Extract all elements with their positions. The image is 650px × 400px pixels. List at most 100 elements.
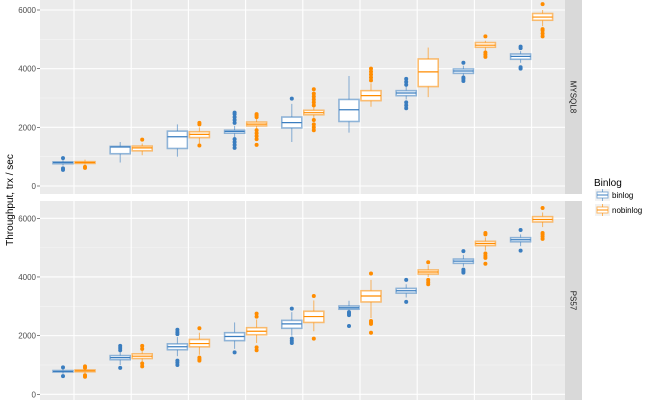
outlier-point bbox=[369, 69, 373, 74]
facet-strip bbox=[565, 0, 582, 194]
outlier-point bbox=[254, 137, 259, 142]
iqr-box bbox=[338, 98, 360, 123]
box-binlog bbox=[395, 277, 418, 304]
box-binlog bbox=[452, 249, 475, 275]
outlier-point bbox=[311, 103, 316, 108]
outlier-point bbox=[232, 115, 237, 120]
outlier-point bbox=[404, 76, 409, 81]
outlier-point bbox=[404, 103, 409, 108]
outlier-point bbox=[369, 318, 373, 323]
box-nobinlog bbox=[474, 34, 497, 59]
legend-label-binlog: binlog bbox=[612, 191, 633, 200]
outlier-point bbox=[540, 34, 545, 39]
outlier-point bbox=[518, 65, 523, 70]
outlier-point bbox=[404, 79, 409, 84]
outlier-point bbox=[369, 66, 373, 71]
outlier-point bbox=[540, 31, 545, 36]
box-binlog bbox=[52, 365, 74, 379]
outlier-point bbox=[61, 365, 65, 370]
outlier-point bbox=[232, 142, 237, 147]
outlier-point bbox=[83, 373, 87, 378]
outlier-point bbox=[289, 336, 294, 341]
outlier-point bbox=[254, 112, 259, 117]
outlier-point bbox=[311, 94, 316, 99]
outlier-point bbox=[140, 137, 145, 142]
outlier-point bbox=[118, 365, 123, 370]
outlier-point bbox=[311, 118, 316, 122]
box-nobinlog bbox=[474, 230, 497, 266]
box-nobinlog bbox=[188, 326, 211, 363]
outlier-point bbox=[311, 336, 316, 341]
box-nobinlog bbox=[417, 260, 440, 287]
outlier-point bbox=[232, 145, 237, 150]
outlier-point bbox=[369, 72, 373, 77]
box-nobinlog bbox=[188, 120, 211, 148]
box-nobinlog bbox=[131, 343, 153, 369]
legend-title: Binlog bbox=[594, 178, 622, 189]
outlier-point bbox=[518, 248, 523, 253]
box-nobinlog bbox=[531, 206, 554, 241]
box-binlog bbox=[395, 76, 418, 111]
outlier-point bbox=[369, 75, 373, 80]
outlier-point bbox=[232, 110, 237, 115]
outlier-point bbox=[61, 374, 65, 379]
outlier-point bbox=[254, 348, 259, 353]
box-nobinlog bbox=[531, 2, 554, 39]
outlier-point bbox=[254, 131, 259, 136]
box-nobinlog bbox=[245, 311, 268, 353]
outlier-point bbox=[311, 97, 316, 102]
y-tick-label: 0 bbox=[32, 390, 37, 399]
outlier-point bbox=[483, 34, 488, 39]
outlier-point bbox=[426, 260, 431, 265]
box-binlog bbox=[166, 327, 189, 367]
y-tick-label: 6000 bbox=[18, 6, 36, 15]
outlier-point bbox=[404, 106, 409, 111]
outlier-point bbox=[461, 249, 466, 254]
outlier-point bbox=[404, 100, 409, 105]
box-binlog bbox=[109, 343, 131, 370]
outlier-point bbox=[232, 120, 237, 125]
box-binlog bbox=[223, 110, 246, 150]
box-binlog bbox=[280, 306, 303, 345]
outlier-point bbox=[311, 125, 316, 130]
box-binlog bbox=[166, 124, 189, 157]
outlier-point bbox=[404, 277, 409, 282]
y-tick-label: 2000 bbox=[18, 332, 36, 341]
outlier-point bbox=[140, 343, 145, 348]
outlier-point bbox=[540, 2, 545, 7]
outlier-point bbox=[369, 78, 373, 83]
facet-strip-label: MYSQL8 bbox=[569, 81, 578, 114]
y-tick-label: 0 bbox=[32, 182, 37, 191]
box-binlog bbox=[338, 300, 360, 328]
outlier-point bbox=[197, 143, 202, 148]
outlier-point bbox=[197, 326, 202, 331]
outlier-point bbox=[254, 314, 259, 319]
outlier-point bbox=[483, 261, 488, 266]
iqr-box bbox=[166, 130, 189, 150]
legend-key-binlog bbox=[595, 189, 610, 201]
box-binlog bbox=[452, 60, 475, 83]
panel-ps57: 0 2000 4000 6000 PS57 bbox=[18, 201, 582, 400]
outlier-point bbox=[232, 350, 237, 355]
outlier-point bbox=[311, 87, 316, 92]
box-binlog bbox=[52, 156, 74, 172]
outlier-point bbox=[311, 100, 316, 105]
outlier-point bbox=[311, 128, 316, 133]
facet-strip bbox=[565, 201, 582, 400]
box-nobinlog bbox=[360, 271, 382, 335]
outlier-point bbox=[518, 228, 523, 233]
outlier-point bbox=[289, 96, 294, 101]
box-nobinlog bbox=[74, 159, 96, 170]
outlier-point bbox=[311, 294, 316, 299]
outlier-point bbox=[311, 91, 316, 96]
outlier-point bbox=[540, 206, 545, 211]
box-nobinlog bbox=[417, 47, 440, 98]
outlier-point bbox=[61, 156, 65, 161]
box-binlog bbox=[280, 96, 303, 142]
outlier-point bbox=[254, 142, 259, 147]
legend-key-nobinlog bbox=[595, 204, 610, 216]
outlier-point bbox=[404, 82, 409, 87]
outlier-point bbox=[404, 299, 409, 304]
y-tick-label: 2000 bbox=[18, 123, 36, 132]
box-binlog bbox=[223, 322, 246, 355]
